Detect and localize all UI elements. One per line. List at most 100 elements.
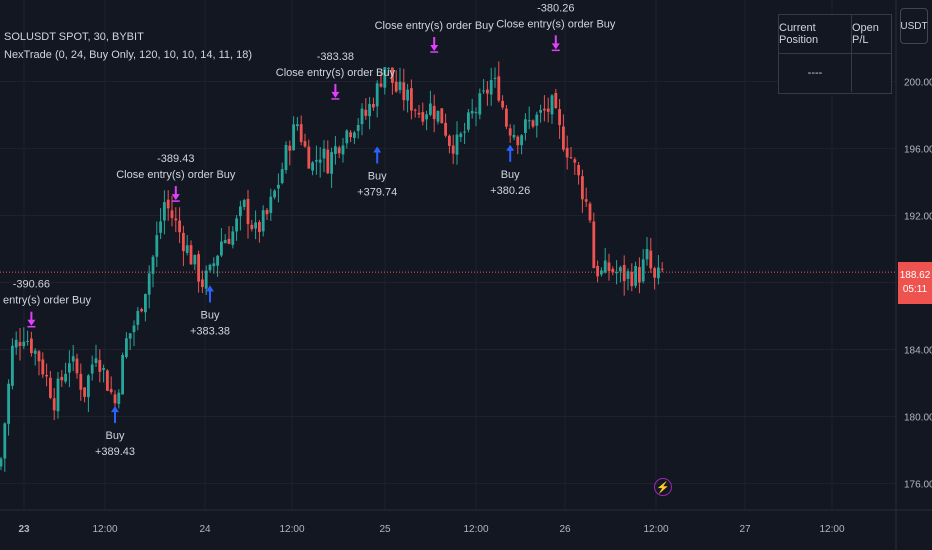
candle-body xyxy=(520,135,523,146)
buy-arrow-head-icon xyxy=(373,146,382,153)
candle-body xyxy=(569,157,573,159)
current-price-tag: 188.62 05:11 xyxy=(898,262,932,304)
candle-body xyxy=(626,271,630,279)
trade-signals: Buy +389.43 Close entry(s) order Buy -390.6… xyxy=(0,2,616,458)
candle-body xyxy=(508,128,512,136)
candle-body xyxy=(607,262,611,271)
candle-body xyxy=(235,218,238,232)
x-tick-label: 27 xyxy=(739,524,751,535)
y-tick-label: 200.00 xyxy=(904,78,932,89)
exit-signal: Close entry(s) order Buy -389.43 xyxy=(116,153,236,202)
y-tick-label: 184.00 xyxy=(904,346,932,357)
buy-arrow-head-icon xyxy=(206,285,214,292)
x-tick-label: 23 xyxy=(18,524,30,535)
candle-body xyxy=(250,224,254,230)
candle-body xyxy=(7,383,10,424)
candle-body xyxy=(307,146,311,169)
candle-body xyxy=(0,458,3,467)
candle-body xyxy=(201,279,204,288)
candle-body xyxy=(600,270,603,275)
exit-label: Close entry(s) order Buy xyxy=(116,169,236,181)
candle-body xyxy=(64,373,67,382)
buy-label: Buy xyxy=(501,169,520,181)
exit-signal: Close entry(s) order Buy xyxy=(375,20,494,53)
candle-body xyxy=(90,364,94,374)
candle-body xyxy=(459,133,463,138)
candle-body xyxy=(14,339,18,348)
exit-signal: Close entry(s) order Buy -380.26 xyxy=(496,2,616,52)
symbol-info[interactable]: SOLUSDT SPOT, 30, BYBIT xyxy=(4,31,144,43)
candle-body xyxy=(239,206,242,217)
candle-body xyxy=(242,200,246,207)
buy-signal: Buy +379.74 xyxy=(357,146,397,198)
candle-body xyxy=(208,264,212,271)
x-tick-label: 12:00 xyxy=(92,524,117,535)
candle-body xyxy=(189,245,193,265)
candle-body xyxy=(204,270,208,289)
candle-body xyxy=(159,221,162,233)
candle-body xyxy=(3,423,7,459)
candle-body xyxy=(26,340,29,342)
candle-body xyxy=(356,124,360,131)
candle-body xyxy=(550,95,554,115)
candle-body xyxy=(402,82,406,101)
candle-body xyxy=(292,124,295,151)
current-position-header: Current Position xyxy=(779,15,852,53)
candle-body xyxy=(474,112,478,114)
candle-body xyxy=(94,358,98,364)
candle-body xyxy=(87,375,90,398)
candle-body xyxy=(486,89,489,94)
candle-body xyxy=(128,333,132,339)
candle-body xyxy=(554,92,558,109)
candle-body xyxy=(182,232,185,252)
candle-body xyxy=(296,124,299,127)
candle-body xyxy=(581,176,584,200)
candle-body xyxy=(147,273,151,295)
candle-body xyxy=(341,145,345,155)
exit-loss-value: -389.43 xyxy=(157,153,194,165)
candle-body xyxy=(37,351,41,362)
buy-label: Buy xyxy=(106,430,125,442)
candle-body xyxy=(113,394,117,404)
strategy-info[interactable]: NexTrade (0, 24, Buy Only, 120, 10, 10, … xyxy=(4,49,253,61)
candle-body xyxy=(489,80,493,95)
candle-body xyxy=(178,220,181,233)
candle-body xyxy=(360,108,364,125)
candle-body xyxy=(311,162,314,171)
buy-label: Buy xyxy=(201,310,220,322)
candle-body xyxy=(539,109,542,113)
exit-arrow-head-icon xyxy=(430,45,439,52)
time-axis[interactable]: 23 12:00 24 12:00 25 12:00 26 12:00 27 12:00 xyxy=(18,524,845,535)
buy-profit-value: +379.74 xyxy=(357,186,397,198)
candle-body xyxy=(573,159,577,163)
candle-body xyxy=(660,268,664,270)
buy-profit-value: +383.38 xyxy=(190,326,230,338)
candle-body xyxy=(375,83,379,107)
candle-body xyxy=(383,67,387,88)
candle-body xyxy=(611,268,615,273)
y-tick-label: 176.00 xyxy=(904,480,932,491)
current-price-value: 188.62 xyxy=(899,270,931,281)
candle-body xyxy=(451,145,455,154)
candle-body xyxy=(645,249,649,260)
candle-body xyxy=(185,245,189,253)
candle-body xyxy=(467,112,470,130)
currency-button[interactable]: USDT xyxy=(900,8,928,44)
candle-body xyxy=(432,105,436,120)
x-tick-label: 26 xyxy=(559,524,571,535)
candle-body xyxy=(75,358,79,374)
exit-loss-value: -383.38 xyxy=(317,51,354,63)
candle-body xyxy=(470,110,474,114)
candle-body xyxy=(391,67,394,83)
candle-body xyxy=(193,254,197,265)
x-tick-label: 12:00 xyxy=(643,524,668,535)
candle-body xyxy=(227,238,231,244)
buy-profit-value: +389.43 xyxy=(95,446,135,458)
x-tick-label: 12:00 xyxy=(463,524,488,535)
candle-body xyxy=(151,256,155,274)
lightning-bolt-icon[interactable]: ⚡ xyxy=(654,478,672,496)
candle-body xyxy=(592,221,596,269)
exit-signal: Close entry(s) order Buy -383.38 xyxy=(276,51,395,100)
candle-body xyxy=(638,267,641,283)
